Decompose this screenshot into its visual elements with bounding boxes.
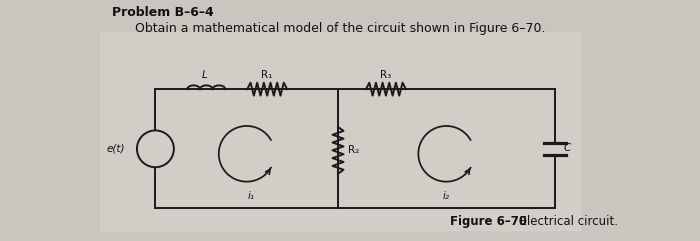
Text: R₂: R₂ (348, 145, 359, 155)
Text: i₁: i₁ (247, 191, 254, 201)
Bar (101, 32, 580, 230)
Text: C: C (564, 143, 570, 153)
Text: Problem B–6–4: Problem B–6–4 (113, 6, 214, 19)
Text: R₃: R₃ (380, 70, 391, 80)
Text: Obtain a mathematical model of the circuit shown in Figure 6–70.: Obtain a mathematical model of the circu… (135, 22, 546, 34)
Text: i₂: i₂ (443, 191, 450, 201)
Text: Figure 6–70: Figure 6–70 (450, 215, 527, 228)
Text: e(t): e(t) (106, 144, 125, 154)
Text: R₁: R₁ (262, 70, 273, 80)
Text: Electrical circuit.: Electrical circuit. (512, 215, 617, 228)
Text: L: L (202, 70, 207, 80)
